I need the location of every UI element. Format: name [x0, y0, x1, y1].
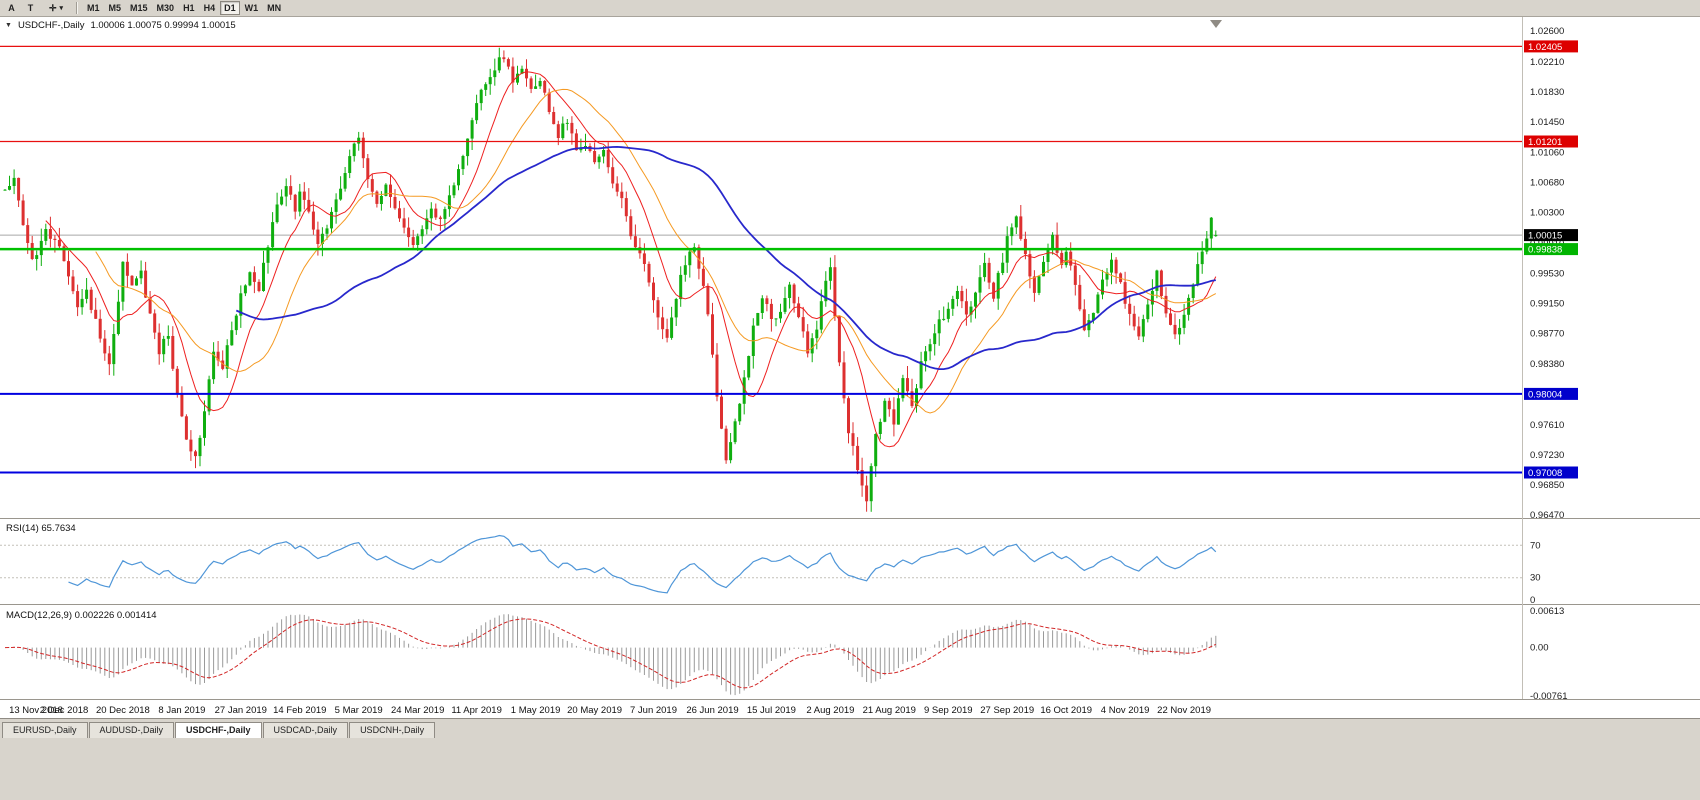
- svg-text:0.97610: 0.97610: [1530, 420, 1564, 431]
- svg-text:1.01830: 1.01830: [1530, 87, 1564, 98]
- svg-text:1 May 2019: 1 May 2019: [511, 705, 561, 716]
- svg-text:0.96470: 0.96470: [1530, 510, 1564, 521]
- svg-text:16 Oct 2019: 16 Oct 2019: [1040, 705, 1092, 716]
- svg-text:9 Sep 2019: 9 Sep 2019: [924, 705, 973, 716]
- svg-text:0.99150: 0.99150: [1530, 298, 1564, 309]
- sma-10-line: [45, 71, 1217, 448]
- sma-21-line: [95, 88, 1217, 414]
- svg-text:2 Dec 2018: 2 Dec 2018: [40, 705, 89, 716]
- tab-usdcad-daily[interactable]: USDCAD-,Daily: [262, 722, 349, 738]
- svg-text:0.99530: 0.99530: [1530, 268, 1564, 279]
- font-tool-button[interactable]: A: [8, 3, 15, 13]
- svg-text:26 Jun 2019: 26 Jun 2019: [686, 705, 738, 716]
- price-chart-canvas[interactable]: 1.02600 1.02210 1.01830 1.01450 1.01060 1.006…: [0, 17, 1700, 718]
- cursor-tool-button[interactable]: ✛ ▾: [41, 1, 71, 15]
- svg-text:15 Jul 2019: 15 Jul 2019: [747, 705, 796, 716]
- svg-text:1.02600: 1.02600: [1530, 26, 1564, 37]
- svg-text:-0.00761: -0.00761: [1530, 691, 1568, 702]
- chart-header: ▼ USDCHF-,Daily 1.00006 1.00075 0.99994 …: [5, 20, 236, 31]
- svg-text:30: 30: [1530, 573, 1541, 584]
- candles: [3, 47, 1218, 512]
- price-axis-labels[interactable]: 1.02600 1.02210 1.01830 1.01450 1.01060 1.006…: [1530, 26, 1564, 521]
- svg-text:0.98004: 0.98004: [1528, 389, 1562, 400]
- pane-separators[interactable]: [0, 518, 1700, 700]
- svg-text:14 Feb 2019: 14 Feb 2019: [273, 705, 326, 716]
- collapse-indicator-icon[interactable]: ▼: [5, 22, 12, 29]
- svg-text:0.99838: 0.99838: [1528, 245, 1562, 256]
- svg-text:27 Sep 2019: 27 Sep 2019: [980, 705, 1034, 716]
- chart-tabs-bar: EURUSD-,Daily AUDUSD-,Daily USDCHF-,Daily U…: [0, 718, 1700, 738]
- text-tool-button[interactable]: T: [27, 3, 34, 13]
- svg-text:1.02405: 1.02405: [1528, 42, 1562, 53]
- timeframe-m5-button[interactable]: M5: [108, 3, 122, 13]
- svg-text:1.02210: 1.02210: [1530, 57, 1564, 68]
- chart-area[interactable]: 1.02600 1.02210 1.01830 1.01450 1.01060 1.006…: [0, 17, 1700, 718]
- svg-text:0: 0: [1530, 595, 1535, 606]
- rsi-pane: RSI(14) 65.7634 70 30 0: [0, 523, 1541, 606]
- macd-pane: MACD(12,26,9) 0.002226 0.001414 0.00613 0.…: [4, 606, 1568, 702]
- svg-text:1.00300: 1.00300: [1530, 208, 1564, 219]
- sma-52-line: [235, 145, 1216, 371]
- toolbar: A T ✛ ▾ M1 M5 M15 M30 H1 H4 D1 W1 MN: [0, 0, 1700, 17]
- chart-symbol-label: USDCHF-,Daily: [17, 20, 85, 31]
- svg-text:1.00680: 1.00680: [1530, 178, 1564, 189]
- svg-text:1.01201: 1.01201: [1528, 137, 1562, 148]
- svg-text:0.96850: 0.96850: [1530, 480, 1564, 491]
- chevron-down-icon: ▾: [59, 5, 64, 12]
- svg-text:0.00613: 0.00613: [1530, 606, 1564, 617]
- horizontal-levels[interactable]: [0, 45, 1522, 474]
- chart-shift-marker-icon[interactable]: [1210, 20, 1222, 28]
- timeframe-m15-button[interactable]: M15: [130, 3, 148, 13]
- tab-eurusd-daily[interactable]: EURUSD-,Daily: [2, 722, 88, 738]
- svg-text:20 Dec 2018: 20 Dec 2018: [96, 705, 150, 716]
- crosshair-icon: ✛: [48, 2, 57, 13]
- svg-text:0.97008: 0.97008: [1528, 468, 1562, 479]
- svg-text:0.98770: 0.98770: [1530, 328, 1564, 339]
- svg-text:0.97230: 0.97230: [1530, 450, 1564, 461]
- svg-text:4 Nov 2019: 4 Nov 2019: [1101, 705, 1150, 716]
- svg-text:0.00: 0.00: [1530, 643, 1549, 654]
- rsi-label: RSI(14) 65.7634: [6, 523, 76, 534]
- timeframe-w1-button[interactable]: W1: [244, 3, 259, 13]
- svg-text:0.98380: 0.98380: [1530, 359, 1564, 370]
- chart-ohlc-readout: 1.00006 1.00075 0.99994 1.00015: [90, 20, 236, 31]
- toolbar-separator: [76, 2, 78, 14]
- svg-text:2 Aug 2019: 2 Aug 2019: [806, 705, 854, 716]
- svg-text:1.01450: 1.01450: [1530, 117, 1564, 128]
- svg-text:8 Jan 2019: 8 Jan 2019: [158, 705, 205, 716]
- timeframe-d1-button[interactable]: D1: [220, 1, 240, 15]
- svg-text:22 Nov 2019: 22 Nov 2019: [1157, 705, 1211, 716]
- svg-text:13 Nov 2018: 13 Nov 2018: [9, 705, 63, 716]
- window-background: [0, 738, 1700, 800]
- svg-text:27 Jan 2019: 27 Jan 2019: [215, 705, 267, 716]
- tab-usdcnh-daily[interactable]: USDCNH-,Daily: [349, 722, 436, 738]
- timeframe-mn-button[interactable]: MN: [267, 3, 282, 13]
- svg-text:7 Jun 2019: 7 Jun 2019: [630, 705, 677, 716]
- svg-text:1.00015: 1.00015: [1528, 231, 1562, 242]
- timeframe-h4-button[interactable]: H4: [203, 3, 216, 13]
- price-badges: 1.02405 1.01201 0.99838 0.98004 0.97008 1.000…: [1524, 40, 1578, 479]
- svg-text:11 Apr 2019: 11 Apr 2019: [451, 705, 502, 716]
- macd-label: MACD(12,26,9) 0.002226 0.001414: [6, 610, 157, 621]
- timeframe-h1-button[interactable]: H1: [183, 3, 195, 13]
- svg-text:1.01060: 1.01060: [1530, 148, 1564, 159]
- timeframe-m30-button[interactable]: M30: [156, 3, 175, 13]
- svg-text:5 Mar 2019: 5 Mar 2019: [335, 705, 383, 716]
- svg-text:21 Aug 2019: 21 Aug 2019: [863, 705, 916, 716]
- rsi-line: [68, 534, 1217, 594]
- tab-usdchf-daily[interactable]: USDCHF-,Daily: [175, 722, 262, 738]
- moving-averages: [45, 71, 1217, 448]
- timeframe-group: M1 M5 M15 M30 H1 H4 D1 W1 MN: [83, 1, 285, 15]
- svg-text:70: 70: [1530, 540, 1541, 551]
- svg-text:24 Mar 2019: 24 Mar 2019: [391, 705, 444, 716]
- svg-text:20 May 2019: 20 May 2019: [567, 705, 622, 716]
- timeframe-m1-button[interactable]: M1: [87, 3, 100, 13]
- tab-audusd-daily[interactable]: AUDUSD-,Daily: [88, 722, 175, 738]
